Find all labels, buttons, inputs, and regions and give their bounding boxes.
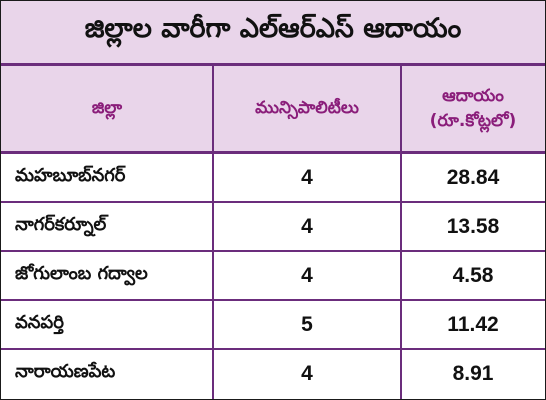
header-divider: [212, 66, 214, 151]
cell-municipalities: 4: [301, 165, 313, 189]
table-row: మహబూబ్‌నగర్‌ 4 28.84: [1, 154, 545, 203]
cell-district: నారాయణపేట: [15, 361, 116, 382]
header-income-line1: ఆదాయం: [442, 85, 504, 106]
cell-district: మహబూబ్‌నగర్‌: [15, 165, 126, 186]
cell-district: వనపర్తి: [15, 312, 64, 333]
cell-municipalities: 4: [301, 263, 313, 287]
column-divider: [400, 301, 402, 350]
cell-income: 4.58: [452, 263, 494, 287]
cell-district: జోగులాంబ గద్వాల: [15, 263, 148, 284]
column-divider: [212, 154, 214, 203]
cell-income: 28.84: [446, 165, 500, 189]
table-body: మహబూబ్‌నగర్‌ 4 28.84 నాగర్‌కర్నూల్‌ 4 13…: [1, 154, 545, 399]
header-municipalities: మున్సిపాలిటీలు: [255, 98, 359, 119]
table-row: నారాయణపేట 4 8.91: [1, 350, 545, 399]
table-title: జిల్లాల వారీగా ఎల్‌ఆర్‌ఎస్‌ ఆదాయం: [84, 13, 462, 44]
column-divider: [400, 154, 402, 203]
header-income-line2: (రూ.కోట్లలో): [429, 110, 517, 131]
column-divider: [400, 252, 402, 301]
header-divider: [400, 66, 402, 151]
cell-district: నాగర్‌కర్నూల్‌: [15, 214, 107, 235]
cell-income: 11.42: [447, 312, 499, 336]
column-divider: [212, 252, 214, 301]
column-divider: [400, 350, 402, 399]
table-row: జోగులాంబ గద్వాల 4 4.58: [1, 252, 545, 301]
column-divider: [400, 203, 402, 252]
cell-municipalities: 4: [301, 361, 313, 385]
cell-municipalities: 5: [301, 312, 313, 336]
header-income: ఆదాయం (రూ.కోట్లలో): [401, 66, 545, 151]
table-row: నాగర్‌కర్నూల్‌ 4 13.58: [1, 203, 545, 252]
table-row: వనపర్తి 5 11.42: [1, 301, 545, 350]
column-divider: [212, 203, 214, 252]
header-district: జిల్లా: [91, 98, 123, 119]
cell-income: 8.91: [452, 361, 494, 385]
cell-income: 13.58: [446, 214, 500, 238]
title-bar: జిల్లాల వారీగా ఎల్‌ఆర్‌ఎస్‌ ఆదాయం: [1, 1, 545, 66]
column-divider: [212, 350, 214, 399]
table-header-row: జిల్లా మున్సిపాలిటీలు ఆదాయం (రూ.కోట్లలో): [1, 66, 545, 154]
cell-municipalities: 4: [301, 214, 313, 238]
column-divider: [212, 301, 214, 350]
